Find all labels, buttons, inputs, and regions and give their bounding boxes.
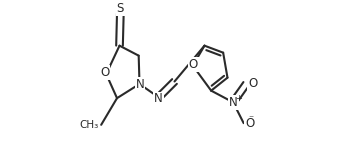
Text: ⁻: ⁻ [248,115,254,124]
Text: N: N [229,96,238,109]
Text: N: N [154,92,163,106]
Text: O: O [245,117,254,130]
Text: S: S [117,2,124,15]
Text: N: N [135,78,144,91]
Text: O: O [189,58,198,71]
Text: O: O [248,78,258,90]
Text: O: O [100,66,110,79]
Text: CH₃: CH₃ [80,120,99,130]
Text: +: + [235,94,242,103]
